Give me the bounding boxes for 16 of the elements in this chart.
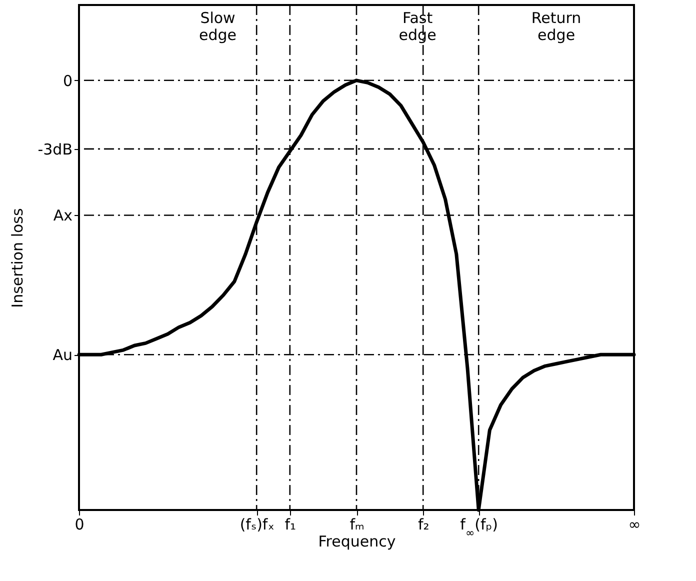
- y-tick-label: -3dB: [38, 140, 72, 158]
- y-tick-label: 0: [62, 72, 72, 90]
- annotation: Fast edge: [398, 9, 436, 44]
- x-tick-label: f₁: [284, 516, 296, 534]
- x-tick-label: fₘ: [350, 516, 364, 534]
- x-tick-label: f₂: [418, 516, 430, 534]
- annotation: Slow edge: [199, 9, 236, 44]
- x-tick-label: (fₛ)fₓ: [240, 516, 274, 534]
- y-tick-label: Ax: [53, 206, 73, 225]
- y-tick-label: Au: [52, 346, 72, 364]
- x-axis-title: Frequency: [318, 532, 396, 550]
- x-tick-label: ∞: [628, 516, 641, 534]
- y-axis-title: Insertion loss: [8, 208, 27, 308]
- x-tick-label: f$_{∞}$(fₚ): [460, 516, 498, 539]
- x-tick-label: 0: [74, 516, 84, 534]
- annotation: Return edge: [531, 9, 582, 44]
